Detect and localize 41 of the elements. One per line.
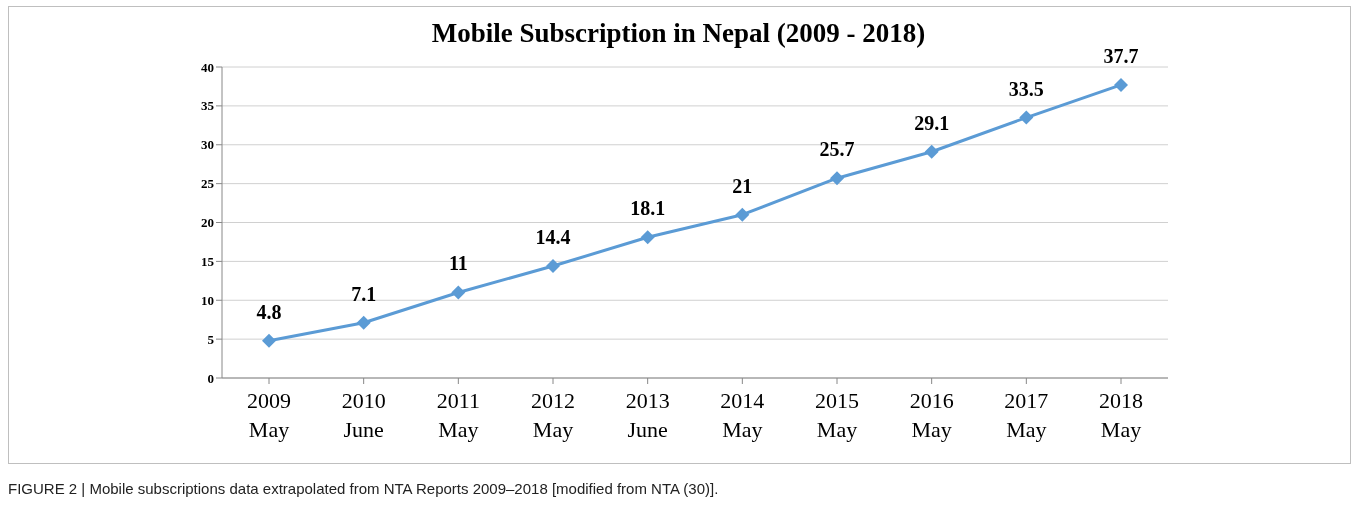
- point: [262, 333, 276, 348]
- x-tick-label: 2014 May: [720, 388, 765, 442]
- y-tick-label: 5: [207, 331, 215, 347]
- data-label: 21: [732, 174, 753, 197]
- x-tick-label: 2009 May: [247, 388, 291, 442]
- data-label: 4.8: [256, 300, 282, 323]
- y-tick-label: 0: [207, 370, 214, 386]
- point: [640, 230, 655, 245]
- x-tick-label: 2016 May: [909, 388, 954, 442]
- data-label: 11: [448, 252, 468, 275]
- data-label: 18.1: [630, 197, 666, 220]
- data-label: 37.7: [1103, 44, 1139, 67]
- x-tick-label: 2013 June: [625, 388, 670, 442]
- data-label: 25.7: [819, 138, 855, 161]
- y-tick-label: 10: [201, 292, 214, 308]
- point: [735, 207, 750, 222]
- y-tick-label: 35: [201, 98, 215, 114]
- x-tick-label: 2012 May: [531, 388, 575, 442]
- y-tick-label: 25: [201, 176, 215, 192]
- x-tick-label: 2011 May: [436, 388, 480, 442]
- caption: FIGURE 2 | Mobile subscriptions data extrapolated from NTA Reports 2009–2018 [modified from NTA (30)].: [8, 480, 719, 497]
- y-tick-label: 20: [201, 215, 214, 231]
- point: [546, 259, 560, 274]
- x-tick-label: 2017 May: [1004, 388, 1049, 442]
- point: [1114, 77, 1128, 92]
- y-tick-label: 40: [201, 59, 214, 75]
- x-tick-label: 2015 May: [815, 388, 859, 442]
- data-label: 7.1: [351, 282, 377, 305]
- point: [924, 144, 939, 159]
- point: [451, 285, 466, 300]
- x-tick-label: 2010 June: [341, 388, 386, 442]
- point: [1019, 110, 1034, 125]
- point: [830, 171, 844, 186]
- data-label: 29.1: [914, 111, 950, 134]
- y-tick-label: 15: [201, 253, 215, 269]
- x-tick-label: 2018 May: [1099, 388, 1143, 442]
- chart-title: Mobile Subscription in Nepal (2009 - 2018): [431, 18, 926, 48]
- data-label: 14.4: [535, 226, 571, 249]
- y-tick-label: 30: [201, 137, 214, 153]
- data-label: 33.5: [1008, 77, 1044, 100]
- point: [356, 315, 371, 330]
